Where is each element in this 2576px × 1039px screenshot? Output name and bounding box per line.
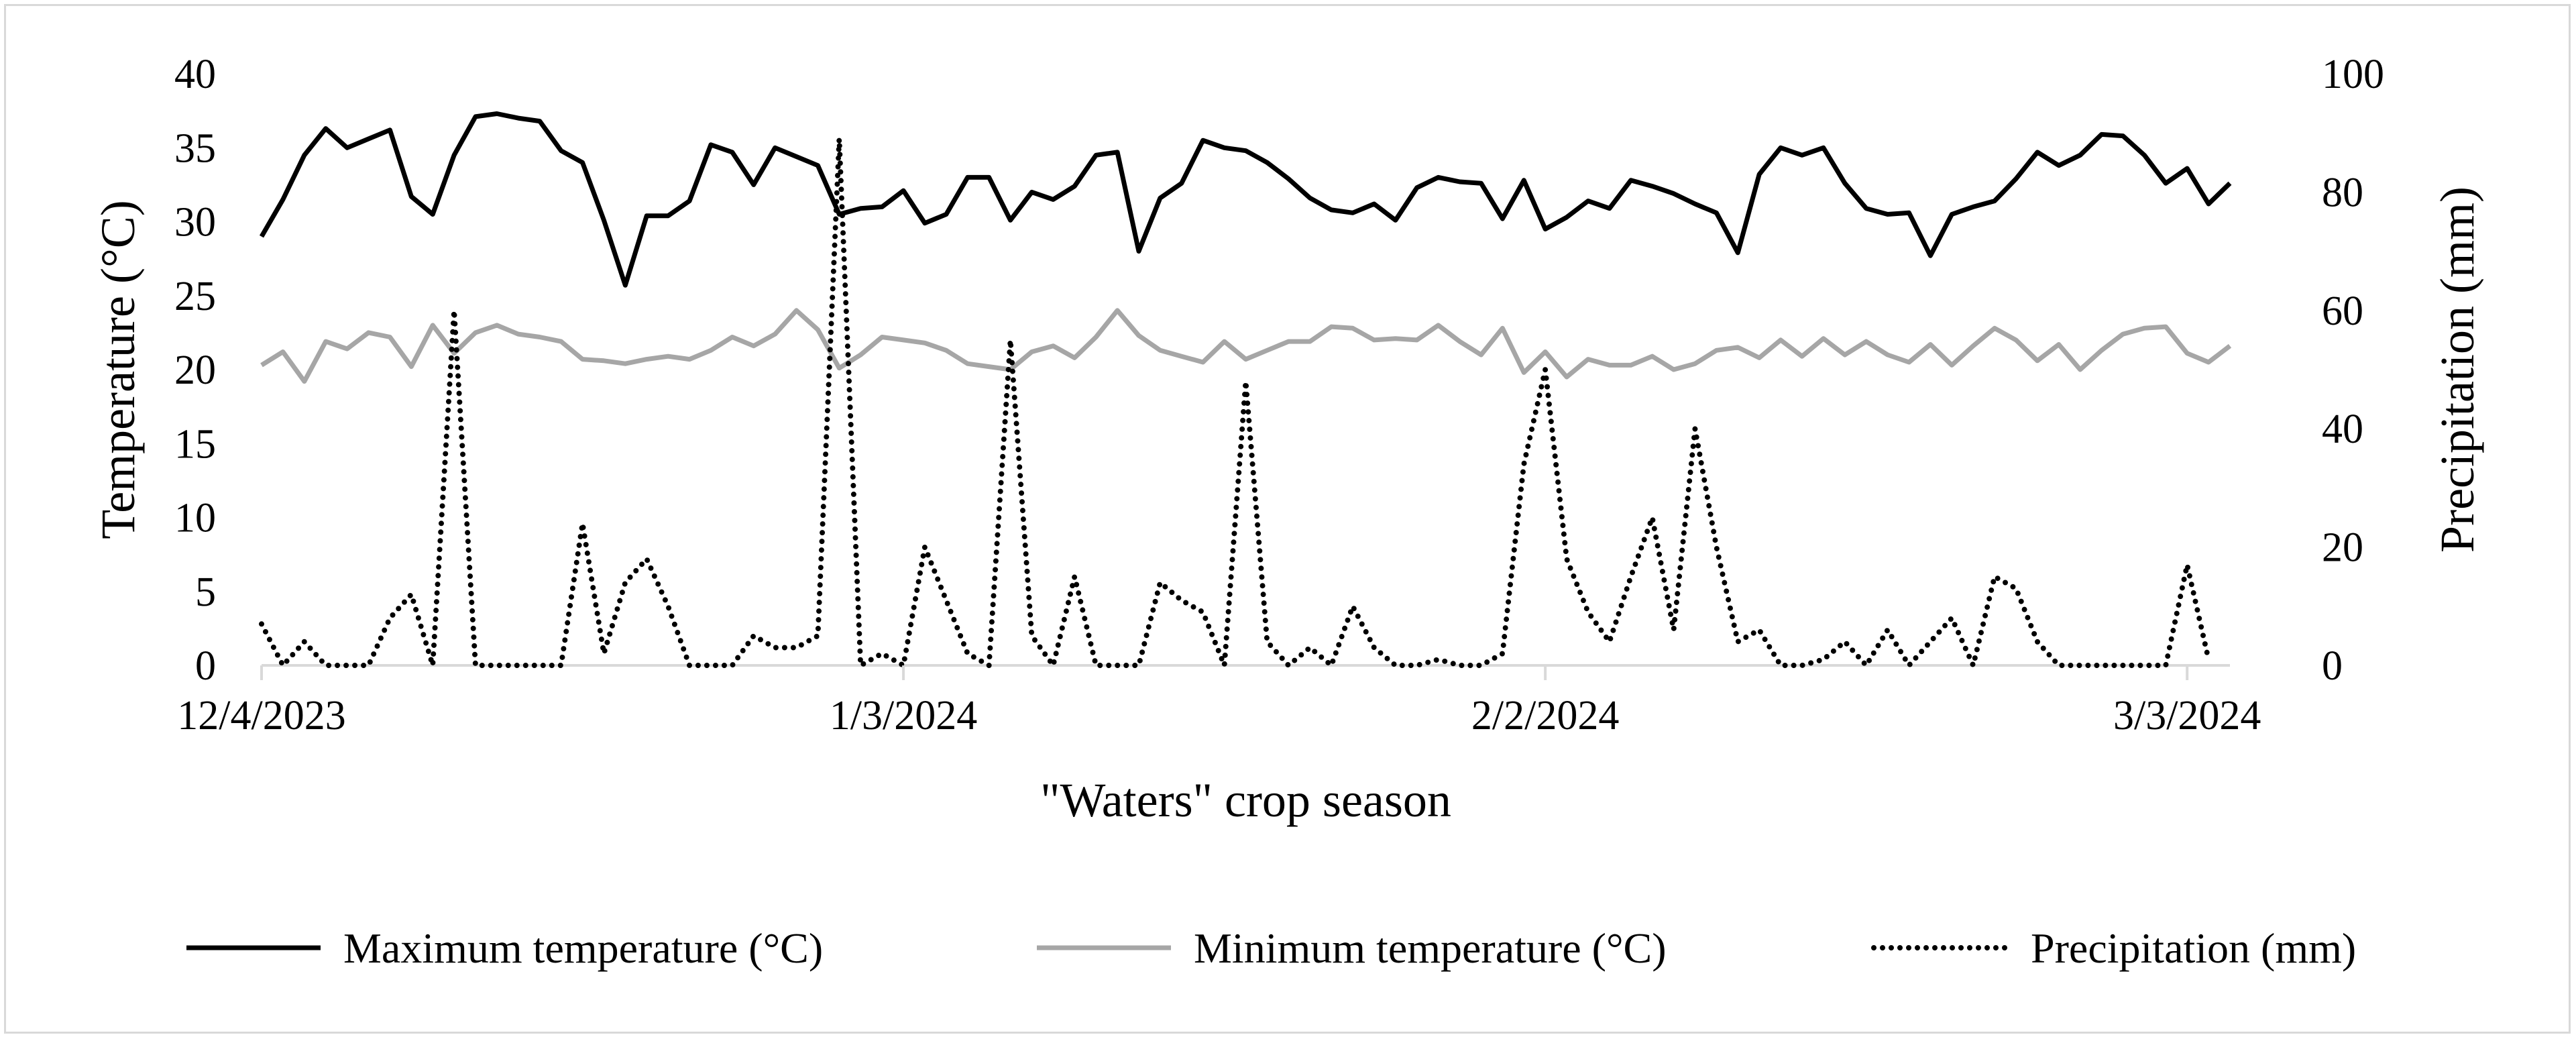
x-tick-label: 1/3/2024 <box>830 693 977 739</box>
y-left-tick-label: 35 <box>174 125 216 171</box>
y-left-tick-label: 20 <box>174 347 216 393</box>
legend-item-3: Precipitation (mm) <box>1871 924 2356 972</box>
series-points-2 <box>261 310 2231 382</box>
legend-label: Precipitation (mm) <box>2031 924 2356 972</box>
y-left-tick-label: 30 <box>174 200 216 245</box>
series-points-3 <box>261 138 2209 666</box>
y-right-tick-label: 0 <box>2322 643 2343 689</box>
y-left-tick-label: 5 <box>195 569 216 615</box>
y-right-tick-label: 100 <box>2322 52 2384 97</box>
y-left-tick-label: 25 <box>174 274 216 319</box>
legend-item-2: Minimum temperature (°C) <box>1037 924 1667 972</box>
y-axis-left-title: Temperature (°C) <box>91 200 145 539</box>
legend-item-1: Maximum temperature (°C) <box>186 924 823 972</box>
y-left-tick-label: 40 <box>174 52 216 97</box>
legend-label: Maximum temperature (°C) <box>343 924 823 972</box>
y-right-tick-label: 80 <box>2322 170 2363 215</box>
y-left-tick-label: 15 <box>174 421 216 467</box>
legend-label: Minimum temperature (°C) <box>1194 924 1667 972</box>
y-axis-left-ticks: 0 5 10 15 20 25 30 35 40 <box>174 52 216 689</box>
x-tick-label: 3/3/2024 <box>2113 693 2261 739</box>
y-axis-right-title: Precipitation (mm) <box>2430 186 2484 553</box>
x-tick-label: 12/4/2023 <box>177 693 345 739</box>
x-tick-label: 2/2/2024 <box>1471 693 1619 739</box>
series-points-1 <box>261 113 2231 286</box>
series-line-1 <box>259 111 2232 288</box>
x-axis-title: "Waters" crop season <box>1040 773 1451 827</box>
y-axis-right-ticks: 0 20 40 60 80 100 <box>2322 52 2384 689</box>
y-right-tick-label: 20 <box>2322 525 2363 571</box>
series-line-2 <box>260 308 2232 384</box>
plot-area <box>259 111 2232 668</box>
x-axis-ticks: 12/4/2023 1/3/2024 2/2/2024 3/3/2024 <box>177 665 2261 739</box>
y-left-tick-label: 10 <box>174 496 216 541</box>
legend: Maximum temperature (°C) Minimum temperat… <box>186 924 2356 972</box>
series-line-3 <box>259 136 2212 668</box>
y-right-tick-label: 60 <box>2322 288 2363 334</box>
y-left-tick-label: 0 <box>195 643 216 689</box>
y-right-tick-label: 40 <box>2322 406 2363 452</box>
